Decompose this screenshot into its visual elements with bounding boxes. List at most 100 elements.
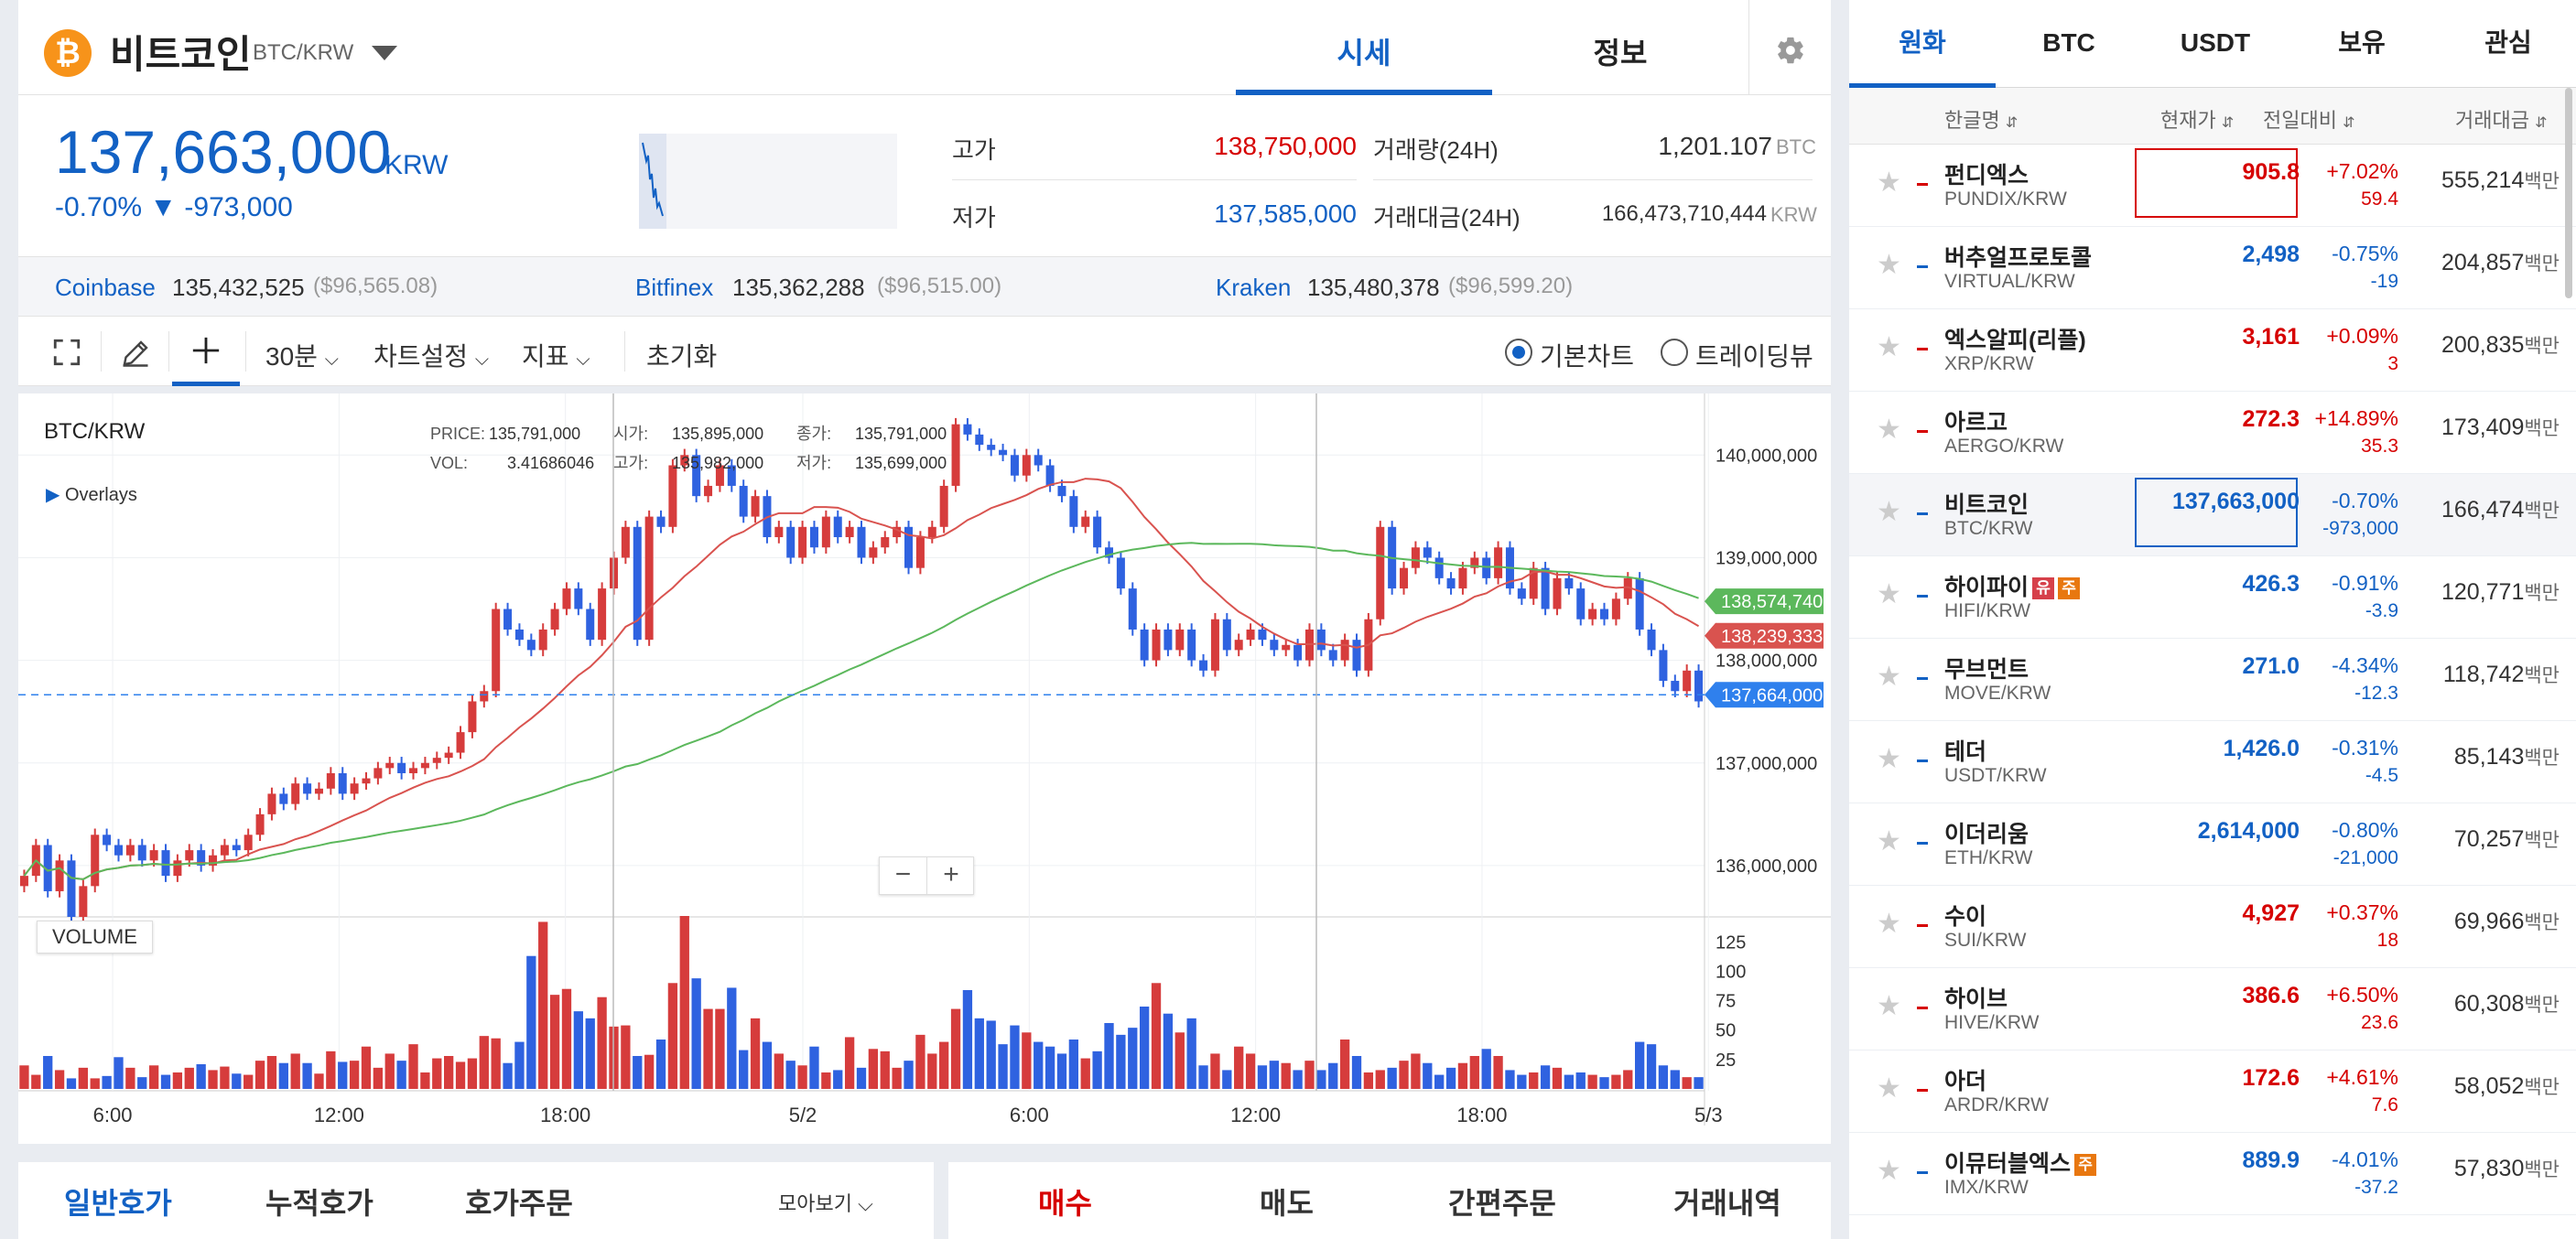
coin-change-pct: -0.31% (2332, 736, 2398, 760)
volume-bar (208, 1070, 218, 1089)
tab-usdt[interactable]: USDT (2180, 28, 2251, 57)
tradingview-radio[interactable] (1661, 339, 1688, 366)
volume-bar (244, 1074, 254, 1089)
star-icon[interactable]: ★ (1877, 579, 1901, 609)
star-icon[interactable]: ★ (1877, 909, 1901, 939)
volume-bar (1104, 1023, 1114, 1089)
coin-volume: 200,835백만 (2441, 331, 2560, 359)
tab-favorites[interactable]: 관심 (2484, 28, 2532, 57)
volume-bar (667, 983, 678, 1089)
coin-code: MOVE/KRW (1944, 683, 2051, 704)
volume-bar (102, 1075, 112, 1089)
settings-button[interactable] (1748, 0, 1831, 95)
market-row[interactable]: ★ 엑스알피(리플) XRP/KRW 3,161 +0.09% 3 200,835백만 (1849, 309, 2576, 392)
coin-name: 수이 (1944, 899, 1986, 932)
candle-body (291, 783, 300, 804)
volume-bar (1540, 1065, 1551, 1089)
tab-cumulative[interactable]: 누적호가 (265, 1187, 373, 1220)
tab-krw[interactable]: 원화 (1849, 0, 1996, 88)
exchange-name[interactable]: Coinbase (55, 274, 156, 301)
market-row[interactable]: ★ 펀디엑스 PUNDIX/KRW 905.8 +7.02% 59.4 555,214백만 (1849, 145, 2576, 227)
candle-body (373, 768, 383, 779)
chart-settings-select[interactable]: 차트설정 ⌵ (373, 337, 489, 373)
tab-price[interactable]: 시세 (1236, 0, 1492, 95)
caret-down-icon[interactable] (372, 46, 397, 60)
market-row[interactable]: ★ 버추얼프로토콜 VIRTUAL/KRW 2,498 -0.75% -19 204,857… (1849, 227, 2576, 309)
tab-holdings[interactable]: 보유 (2338, 28, 2386, 57)
star-icon[interactable]: ★ (1877, 991, 1901, 1021)
view-select[interactable]: 모아보기 ⌵ (778, 1188, 873, 1217)
candle-body (503, 609, 513, 630)
tab-order-book-order[interactable]: 호가주문 (465, 1187, 573, 1220)
star-icon[interactable]: ★ (1877, 497, 1901, 527)
coin-change-abs: 3 (2387, 353, 2398, 374)
market-row[interactable]: ★ 아르고 AERGO/KRW 272.3 +14.89% 35.3 173,409백만 (1849, 392, 2576, 474)
coin-volume: 70,257백만 (2454, 825, 2560, 853)
market-row[interactable]: ★ 하이파이 유 주 HIFI/KRW 426.3 -0.91% -3.9 120,771백만 (1849, 556, 2576, 639)
star-icon[interactable]: ★ (1877, 744, 1901, 774)
volume-bar (715, 1008, 725, 1089)
indicators-select[interactable]: 지표 ⌵ (522, 337, 590, 373)
market-row[interactable]: ★ 하이브 HIVE/KRW 386.6 +6.50% 23.6 60,308백만 (1849, 968, 2576, 1050)
col-volume[interactable]: 거래대금 ⇵ (2455, 104, 2548, 134)
tab-btc[interactable]: BTC (2042, 28, 2095, 57)
volume-bar (1682, 1077, 1692, 1089)
pencil-icon[interactable] (119, 337, 152, 370)
star-icon[interactable]: ★ (1877, 250, 1901, 280)
coin-change-abs: 23.6 (2361, 1012, 2398, 1033)
col-name[interactable]: 한글명 ⇵ (1944, 104, 2018, 134)
volume-bar (349, 1061, 360, 1089)
crosshair-button[interactable] (172, 317, 240, 386)
market-row[interactable]: ★ 비트코인 BTC/KRW 137,663,000 -0.70% -973,000 166… (1849, 474, 2576, 556)
chevron-down-icon: ⌵ (576, 350, 590, 370)
tab-sell[interactable]: 매도 (1260, 1187, 1314, 1220)
exchange-name[interactable]: Kraken (1216, 274, 1292, 301)
mini-candle-icon (1917, 1171, 1928, 1174)
col-change[interactable]: 전일대비 ⇵ (2263, 104, 2355, 134)
market-row[interactable]: ★ 이더리움 ETH/KRW 2,614,000 -0.80% -21,000 70,257… (1849, 803, 2576, 886)
overlays-toggle[interactable]: ▶ Overlays (46, 483, 137, 506)
candle-body (1282, 644, 1291, 651)
coin-volume: 555,214백만 (2441, 167, 2560, 194)
tab-info[interactable]: 정보 (1593, 37, 1648, 70)
star-icon[interactable]: ★ (1877, 826, 1901, 857)
star-icon[interactable]: ★ (1877, 332, 1901, 362)
exchange-name[interactable]: Bitfinex (635, 274, 714, 301)
price-chart[interactable]: 140,000,000 139,000,000 138,000,000 137,000… (18, 393, 1831, 1144)
chart-symbol: BTC/KRW (44, 419, 146, 444)
coin-name-text: 테더 (1944, 739, 1987, 765)
star-icon[interactable]: ★ (1877, 1073, 1901, 1104)
star-icon[interactable]: ★ (1877, 415, 1901, 445)
zoom-out-button[interactable]: − (880, 857, 927, 894)
tab-trade-history[interactable]: 거래내역 (1673, 1187, 1781, 1220)
star-icon[interactable]: ★ (1877, 167, 1901, 198)
basic-chart-radio[interactable] (1505, 339, 1532, 366)
candle-body (668, 465, 677, 527)
interval-select[interactable]: 30분 ⌵ (265, 337, 339, 373)
tab-orderbook[interactable]: 일반호가 (64, 1187, 172, 1220)
fullscreen-icon[interactable] (51, 337, 82, 368)
candlestick-chart[interactable]: 140,000,000 139,000,000 138,000,000 137,000… (18, 393, 1831, 1144)
zoom-in-button[interactable]: + (943, 859, 959, 889)
market-row[interactable]: ★ 아더 ARDR/KRW 172.6 +4.61% 7.6 58,052백만 (1849, 1050, 2576, 1133)
market-row[interactable]: ★ 수이 SUI/KRW 4,927 +0.37% 18 69,966백만 (1849, 886, 2576, 968)
mini-candle-icon (1917, 1007, 1928, 1009)
tab-buy[interactable]: 매수 (1038, 1187, 1092, 1220)
star-icon[interactable]: ★ (1877, 1156, 1901, 1186)
candle-body (951, 424, 960, 486)
tab-simple-order[interactable]: 간편주문 (1448, 1187, 1556, 1220)
volume-bar (302, 1062, 312, 1089)
market-row[interactable]: ★ 무브먼트 MOVE/KRW 271.0 -4.34% -12.3 118,742백만 (1849, 639, 2576, 721)
col-price[interactable]: 현재가 ⇵ (2160, 104, 2234, 134)
scrollbar[interactable] (2565, 88, 2572, 298)
candle-body (715, 465, 724, 486)
market-row[interactable]: ★ 테더 USDT/KRW 1,426.0 -0.31% -4.5 85,143백만 (1849, 721, 2576, 803)
chevron-down-icon: ⌵ (858, 1192, 873, 1215)
ma-long-line (23, 542, 1699, 880)
star-icon[interactable]: ★ (1877, 662, 1901, 692)
volume-bar (691, 978, 701, 1089)
volume-bar (856, 1067, 867, 1089)
candle-body (1576, 588, 1586, 620)
market-row[interactable]: ★ 이뮤터블엑스 주 IMX/KRW 889.9 -4.01% -37.2 57,830백만 (1849, 1133, 2576, 1215)
reset-button[interactable]: 초기화 (646, 342, 718, 371)
